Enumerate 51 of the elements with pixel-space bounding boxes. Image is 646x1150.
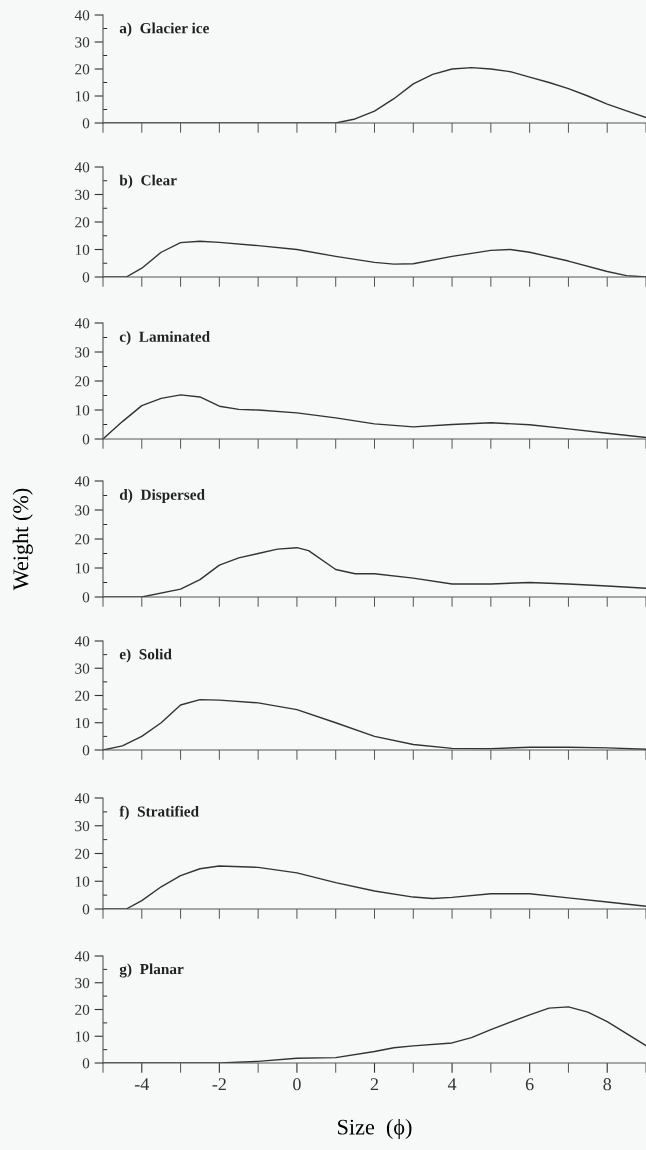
y-tick-label: 0 [82, 272, 90, 283]
x-tick-label: 6 [525, 1078, 534, 1091]
y-tick-label: 40 [74, 318, 90, 329]
y-tick-label: 30 [75, 347, 90, 358]
y-axis-title: Weight (%) [12, 488, 33, 591]
y-tick-label: 20 [75, 376, 90, 387]
y-tick-label: 10 [75, 1031, 90, 1042]
chart-title: g) Planar [119, 963, 184, 978]
x-tick-label: 0 [293, 1078, 301, 1091]
y-tick-label: 30 [75, 663, 90, 674]
chart-title: f) Stratified [119, 805, 199, 820]
y-tick-label: 40 [74, 793, 90, 804]
chart-title: b) Clear [119, 174, 177, 189]
y-tick-label: 30 [75, 189, 90, 200]
y-tick-label: 10 [75, 717, 90, 729]
y-tick-label: 10 [75, 876, 90, 887]
chart-title: c) Laminated [119, 331, 210, 345]
y-tick-label: 40 [74, 951, 90, 962]
y-tick-label: 20 [75, 690, 90, 701]
x-axis-title: Size (ϕ) [338, 1118, 412, 1140]
y-tick-label: 10 [75, 91, 90, 102]
y-tick-label: 20 [75, 848, 90, 859]
y-tick-label: 40 [74, 10, 90, 21]
y-tick-label: 30 [75, 37, 90, 48]
chart-title: a) Glacier ice [119, 22, 209, 37]
x-tick-label: 8 [603, 1078, 612, 1091]
y-tick-label: 40 [74, 476, 90, 487]
x-tick-label: 4 [447, 1078, 457, 1091]
y-tick-label: 30 [75, 977, 90, 989]
x-tick-label: 2 [370, 1078, 379, 1091]
y-tick-label: 10 [75, 405, 90, 416]
y-tick-label: 20 [75, 1004, 90, 1015]
y-tick-label: 0 [82, 118, 90, 129]
y-tick-label: 0 [82, 434, 90, 445]
y-tick-label: 0 [82, 745, 90, 756]
y-tick-label: 20 [75, 64, 90, 75]
y-tick-label: 40 [74, 636, 90, 647]
y-tick-label: 0 [82, 904, 90, 915]
y-tick-label: 10 [75, 563, 90, 574]
y-tick-label: 20 [75, 217, 90, 228]
y-tick-label: 30 [75, 820, 90, 832]
chart-title: e) Solid [119, 648, 172, 663]
x-tick-label: -2 [212, 1078, 226, 1091]
y-tick-label: 0 [82, 1058, 90, 1069]
y-tick-label: 20 [75, 534, 90, 545]
y-tick-label: 30 [75, 505, 90, 516]
y-tick-label: 0 [82, 592, 90, 603]
x-tick-label: -4 [134, 1078, 150, 1091]
y-tick-label: 40 [74, 162, 90, 173]
y-tick-label: 10 [75, 244, 90, 255]
chart-title: d) Dispersed [119, 489, 205, 503]
